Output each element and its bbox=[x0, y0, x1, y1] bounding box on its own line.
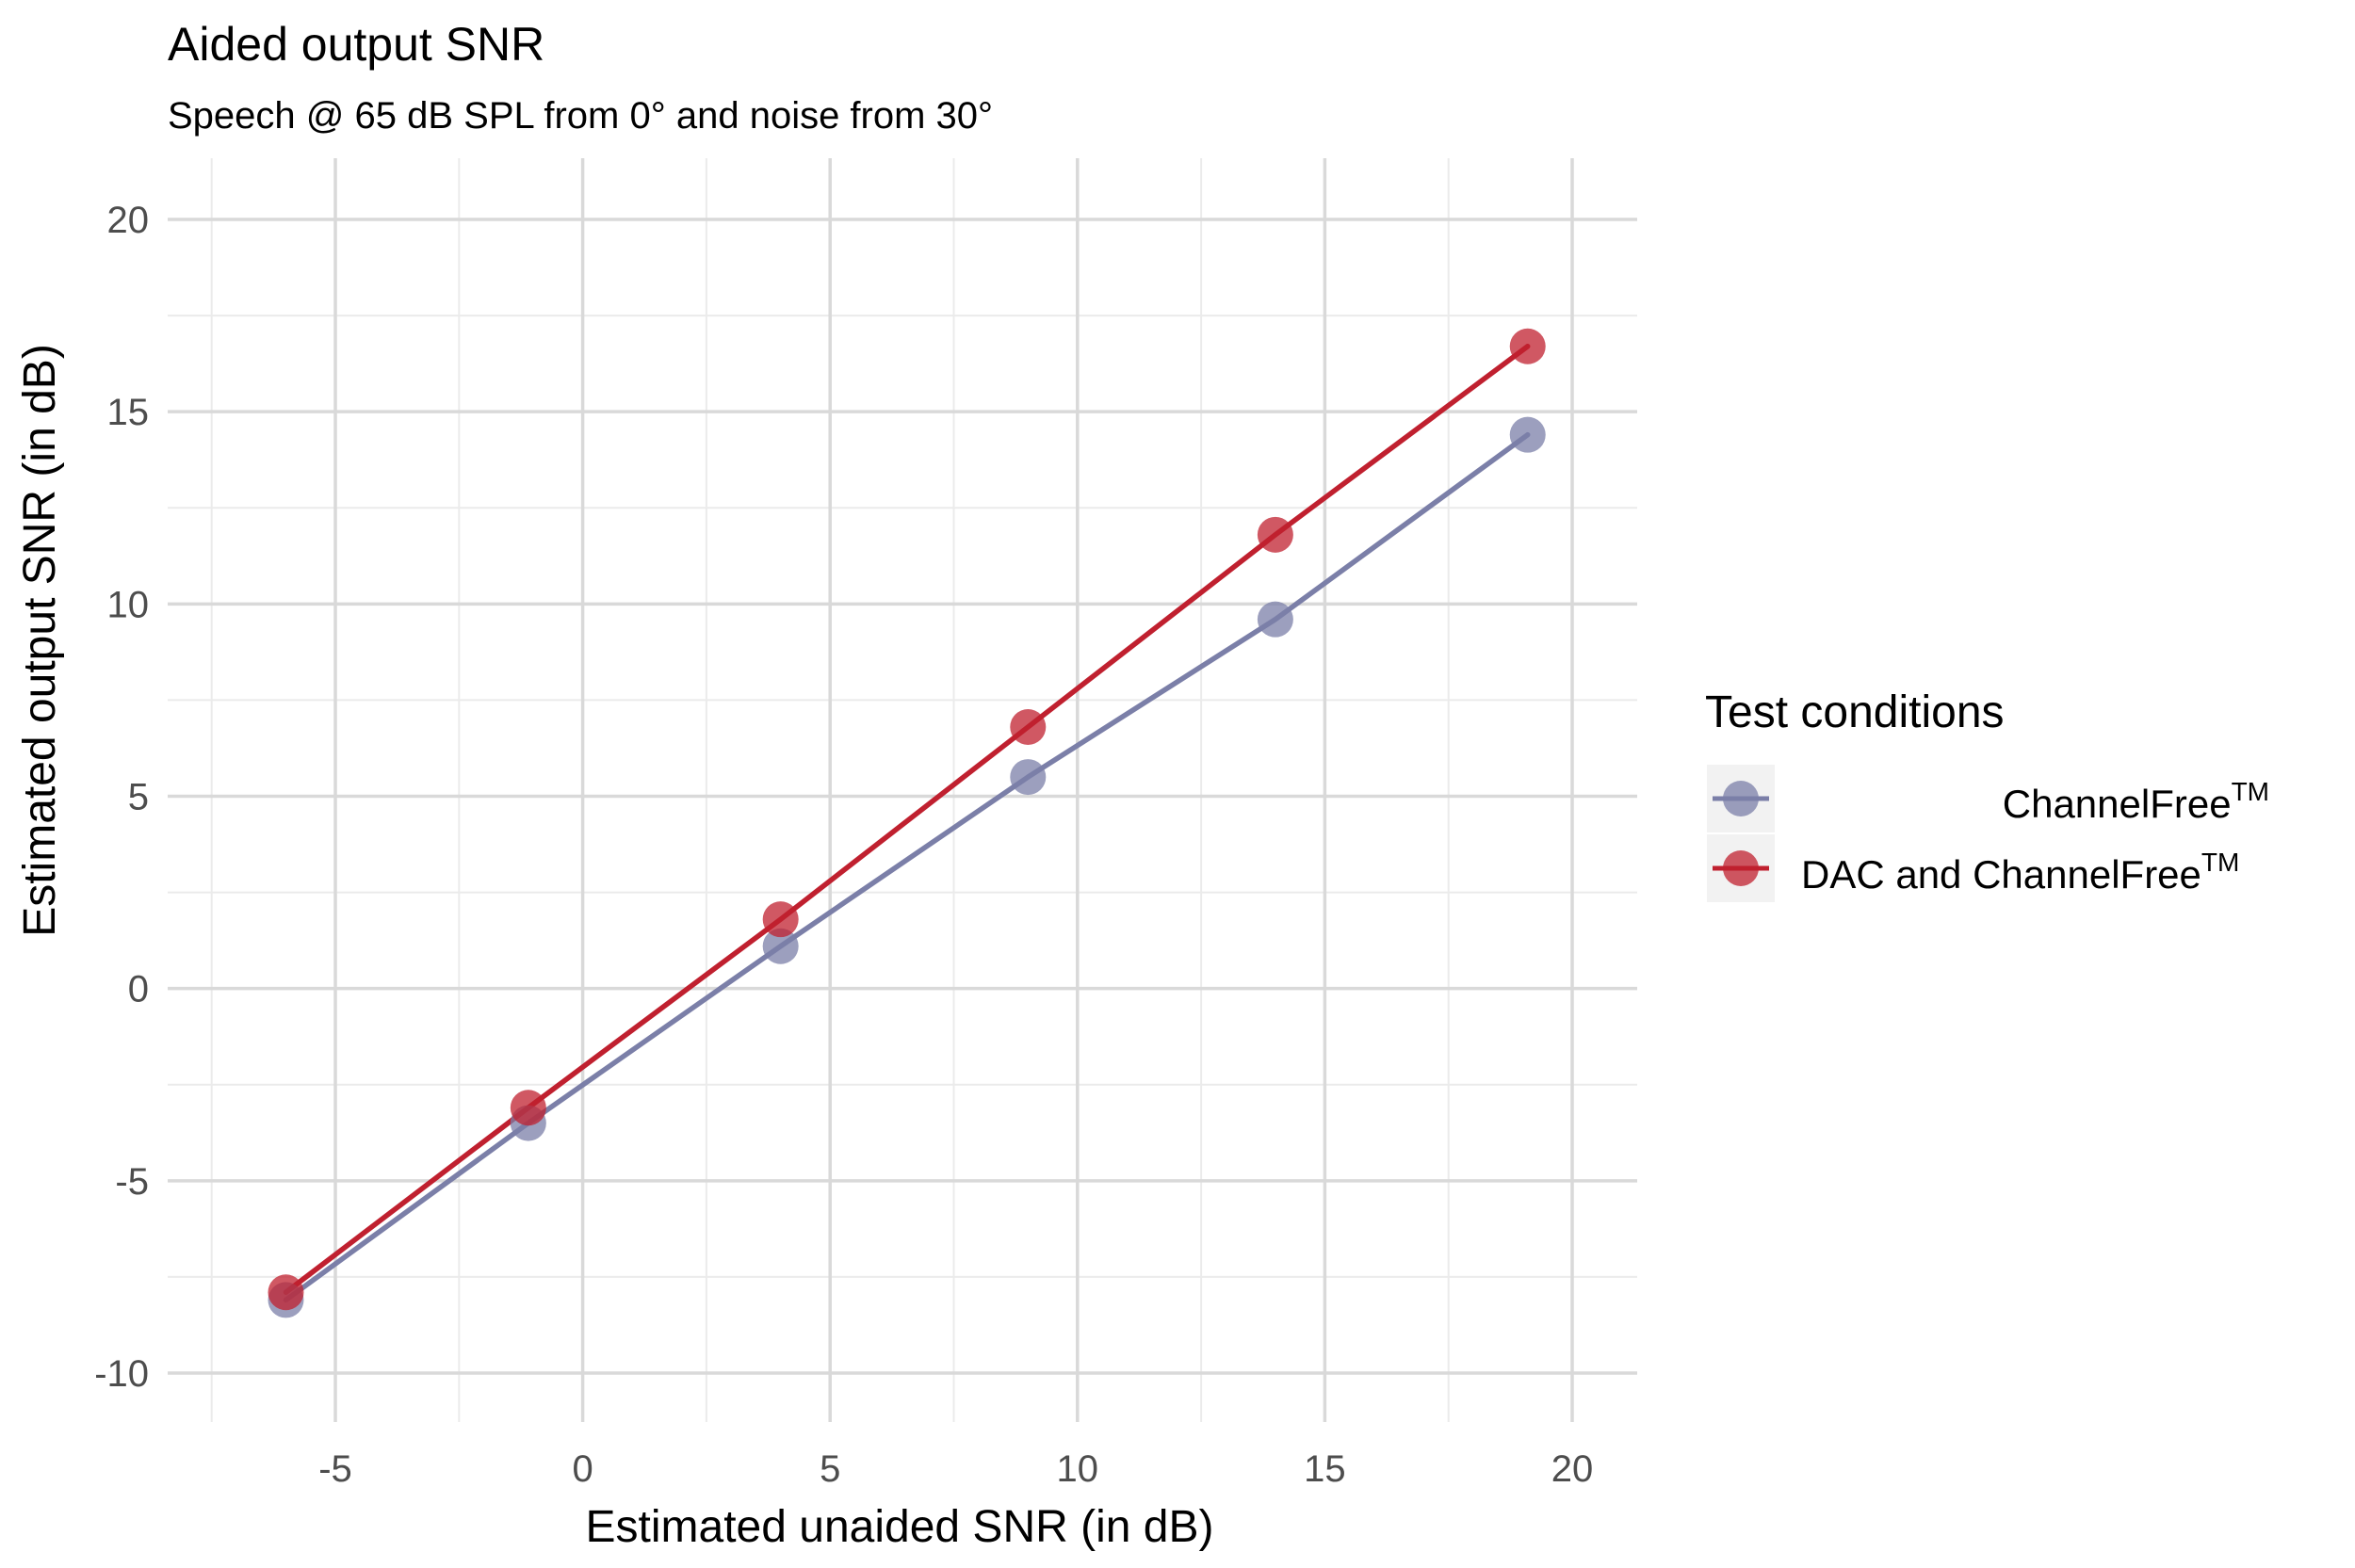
x-axis-title: Estimated unaided SNR (in dB) bbox=[586, 1502, 1214, 1552]
grid-minor bbox=[168, 158, 1637, 1422]
y-tick-label: 20 bbox=[107, 200, 150, 241]
y-axis-title: Estimated output SNR (in dB) bbox=[15, 344, 65, 937]
y-axis-ticks: -10 -5 0 5 10 15 20 bbox=[94, 200, 149, 1395]
series-0-point bbox=[1509, 416, 1546, 453]
legend-key-point-dac bbox=[1723, 850, 1759, 886]
series-1-point bbox=[1010, 709, 1047, 745]
legend-label-channelfree: ChannelFreeTM bbox=[2003, 777, 2269, 826]
series-0-point bbox=[1010, 759, 1047, 796]
legend-label-channelfree-text: ChannelFree bbox=[2003, 782, 2232, 826]
x-tick-label: 0 bbox=[572, 1448, 593, 1490]
x-tick-label: 15 bbox=[1304, 1448, 1346, 1490]
x-tick-label: 5 bbox=[820, 1448, 840, 1490]
x-tick-label: 10 bbox=[1057, 1448, 1099, 1490]
y-tick-label: 5 bbox=[128, 777, 149, 818]
y-tick-label: -10 bbox=[94, 1353, 149, 1395]
chart-title: Aided output SNR bbox=[168, 18, 544, 71]
y-tick-label: -5 bbox=[115, 1161, 149, 1203]
series-1-point bbox=[1509, 328, 1546, 364]
series-1-point bbox=[762, 901, 799, 938]
grid-major bbox=[168, 158, 1637, 1422]
y-tick-label: 15 bbox=[107, 392, 150, 433]
series-1-point bbox=[510, 1090, 546, 1126]
y-tick-label: 0 bbox=[128, 969, 149, 1010]
legend-label-channelfree-sup: TM bbox=[2232, 777, 2269, 806]
chart-subtitle: Speech @ 65 dB SPL from 0° and noise fro… bbox=[168, 95, 993, 137]
x-tick-label: -5 bbox=[318, 1448, 352, 1490]
legend-label-dac: DAC and ChannelFreeTM bbox=[1801, 848, 2239, 897]
series-line-0 bbox=[283, 431, 1531, 1303]
y-tick-label: 10 bbox=[107, 584, 150, 625]
series-0-point bbox=[1257, 601, 1293, 638]
x-tick-label: 20 bbox=[1551, 1448, 1594, 1490]
legend: Test conditions ChannelFreeTM DAC and Ch… bbox=[1705, 687, 2269, 902]
legend-key-point-channelfree bbox=[1723, 781, 1759, 816]
series-layer bbox=[268, 328, 1546, 1318]
legend-title: Test conditions bbox=[1705, 687, 2005, 737]
legend-label-dac-text: DAC and ChannelFree bbox=[1801, 852, 2201, 897]
series-line-1 bbox=[283, 344, 1531, 1295]
series-0-point bbox=[762, 928, 799, 964]
x-axis-ticks: -5 0 5 10 15 20 bbox=[318, 1448, 1593, 1490]
legend-label-dac-sup: TM bbox=[2201, 848, 2239, 877]
series-1-point bbox=[1257, 516, 1293, 553]
series-1-point bbox=[268, 1274, 304, 1311]
